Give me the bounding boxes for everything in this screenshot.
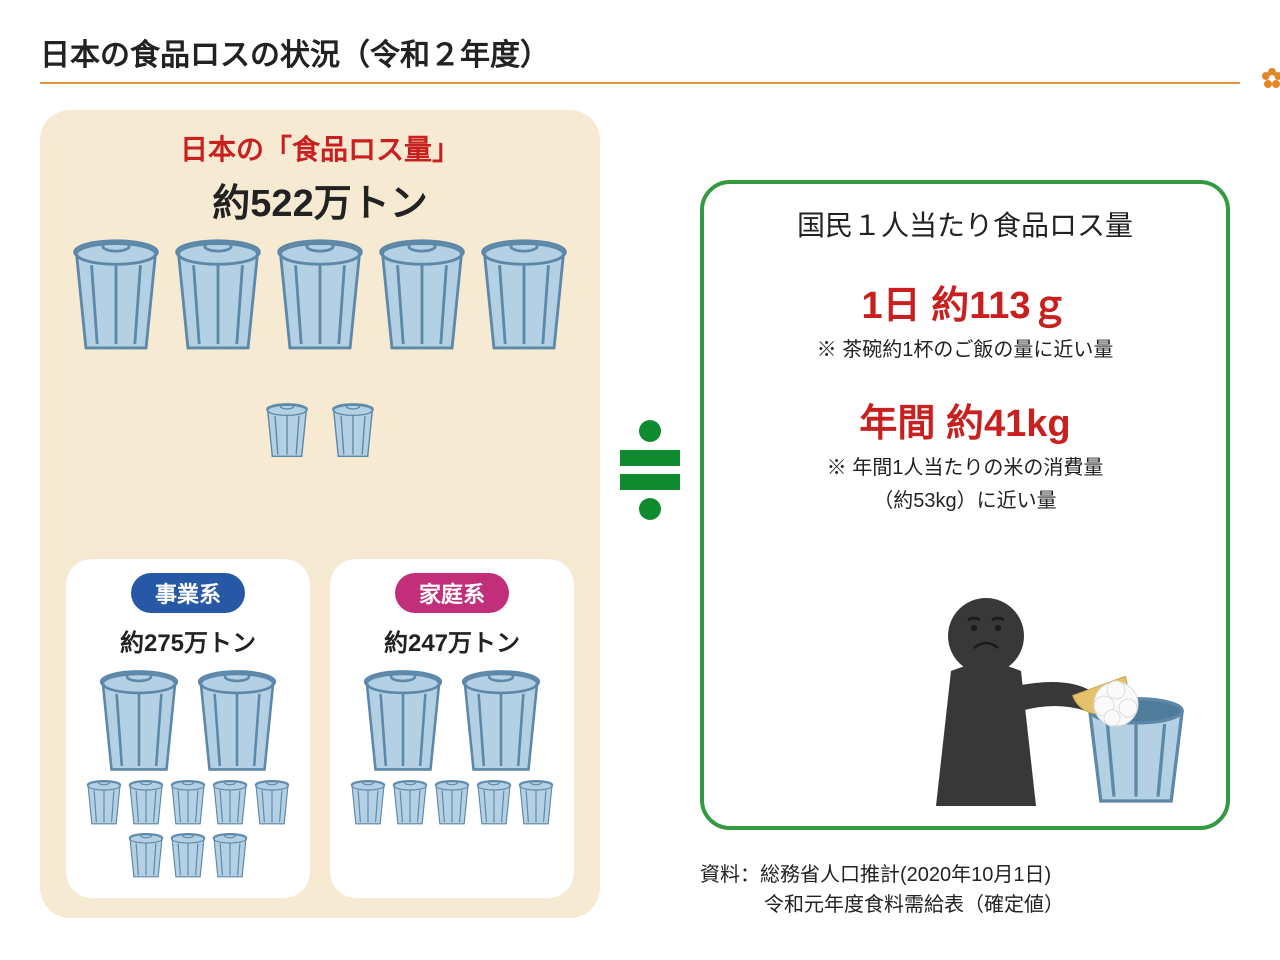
bin-row-large [40,237,600,352]
trash-bin-icon [169,832,207,878]
per-capita-panel: 国民１人当たり食品ロス量 1日 約113ｇ ※ 茶碗約1杯のご飯の量に近い量 年… [700,180,1230,830]
yearly-note-2: （約53kg）に近い量 [728,484,1202,513]
divide-icon [620,420,680,540]
trash-bin-icon [330,402,376,458]
title-underline [40,82,1240,84]
trash-bin-icon [391,779,429,825]
household-pill: 家庭系 [395,573,509,613]
trash-bin-icon [433,779,471,825]
trash-bin-icon [127,832,165,878]
trash-bin-icon [253,779,291,825]
source-line-1: 資料：総務省人口推計(2020年10月1日) [700,860,1064,890]
trash-bin-icon [360,668,446,773]
person-dumping-rice-icon [916,586,1196,806]
total-food-loss-panel: 日本の「食品ロス量」 約522万トン [40,110,600,918]
trash-bin-icon [517,779,555,825]
trash-bin-icon [169,779,207,825]
trash-bin-icon [171,237,265,352]
total-amount: 約522万トン [40,172,600,227]
source-line-2: 令和元年度食料需給表（確定値） [700,890,1064,920]
yearly-value: 年間 約41kg [728,392,1202,447]
business-amount: 約275万トン [76,623,300,658]
per-capita-title: 国民１人当たり食品ロス量 [728,204,1202,244]
trash-bin-icon [264,402,310,458]
total-title: 日本の「食品ロス量」 [40,128,600,168]
trash-bin-icon [458,668,544,773]
trash-bin-icon [349,779,387,825]
header: 日本の食品ロスの状況（令和２年度） [0,30,1280,84]
trash-bin-icon [375,237,469,352]
bin-rows-small [76,779,300,878]
household-panel: 家庭系 約247万トン [330,559,574,898]
trash-bin-icon [273,237,367,352]
bin-row [340,668,564,773]
business-pill: 事業系 [131,573,245,613]
daily-note: ※ 茶碗約1杯のご飯の量に近い量 [728,333,1202,362]
trash-bin-icon [127,779,165,825]
bin-row [76,668,300,773]
bin-row [340,779,564,825]
trash-bin-icon [96,668,182,773]
trash-bin-icon [194,668,280,773]
source-citation: 資料：総務省人口推計(2020年10月1日) 令和元年度食料需給表（確定値） [700,860,1064,920]
household-amount: 約247万トン [340,623,564,658]
trash-bin-icon [211,779,249,825]
trash-bin-icon [85,779,123,825]
daily-value: 1日 約113ｇ [728,274,1202,329]
bin-row-small [40,402,600,458]
bin-row [76,779,300,825]
trash-bin-icon [477,237,571,352]
page-title: 日本の食品ロスの状況（令和２年度） [40,30,1240,74]
yearly-note-1: ※ 年間1人当たりの米の消費量 [728,451,1202,480]
trash-bin-icon [211,832,249,878]
trash-bin-icon [475,779,513,825]
bin-rows-small [340,779,564,825]
business-panel: 事業系 約275万トン [66,559,310,898]
trash-bin-icon [69,237,163,352]
bin-row [76,832,300,878]
flower-icon [1262,68,1280,88]
